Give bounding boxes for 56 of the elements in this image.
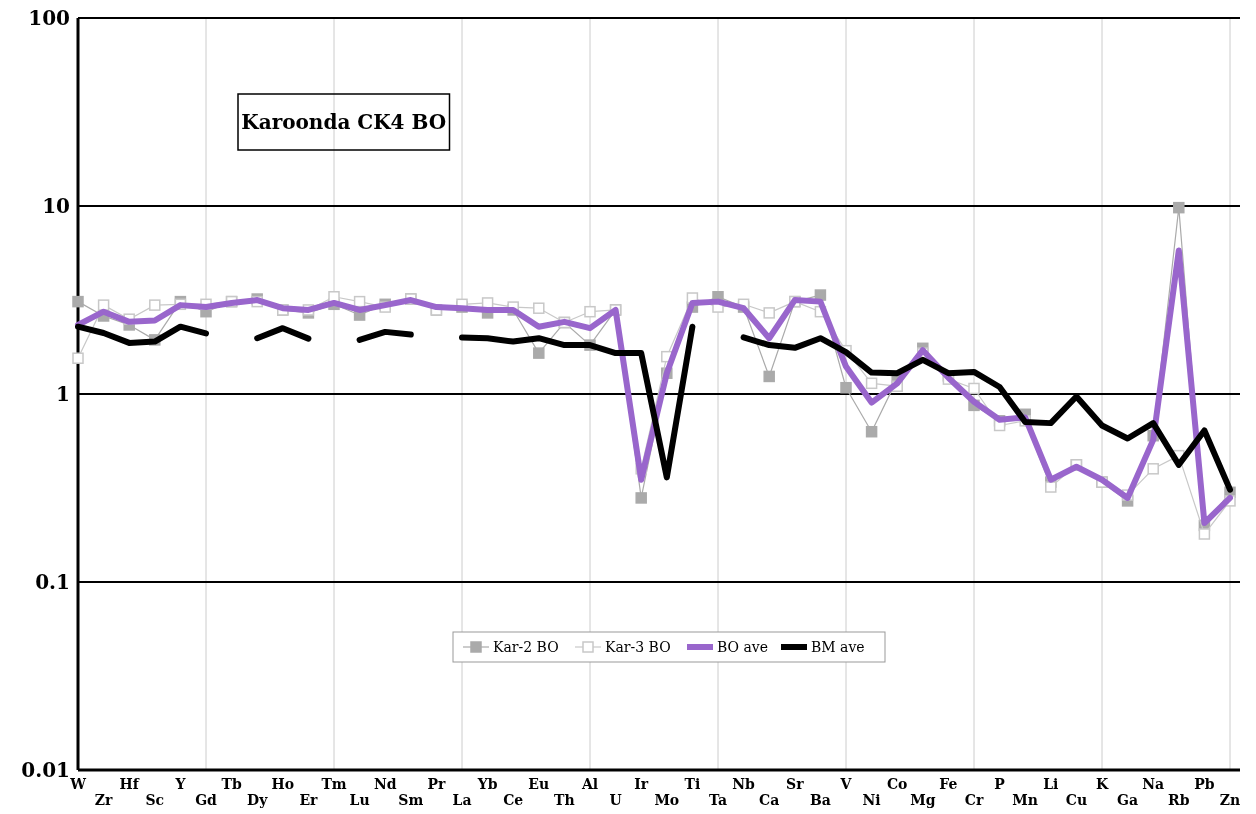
x-tick-label: Mn [1012,792,1039,808]
x-tick-label: Th [554,792,575,808]
x-tick-label: Zn [1219,792,1241,808]
x-tick-label: Sc [145,792,165,808]
x-tick-label: Cu [1065,792,1088,808]
legend-label: BO ave [717,638,769,655]
x-tick-label: V [839,776,853,792]
x-tick-label: La [452,792,472,808]
x-tick-label: Co [886,776,908,792]
text: Karoonda CK4 BO [241,110,447,134]
x-tick-label: Gd [195,792,218,808]
x-tick-label: Dy [247,792,269,808]
x-tick-label: U [609,792,622,808]
x-tick-label: Mo [654,792,680,808]
y-tick-label: 0.1 [35,570,70,594]
x-tick-label: Nd [373,776,397,792]
y-tick-label: 10 [42,194,70,218]
x-tick-label: K [1095,776,1109,792]
x-tick-label: Ho [271,776,295,792]
x-tick-label: Ta [708,792,728,808]
x-tick-label: Mg [910,792,936,808]
x-tick-label: Hf [119,776,140,792]
x-tick-label: Fe [939,776,958,792]
x-tick-label: Y [174,776,187,792]
x-tick-label: P [994,776,1006,792]
x-tick-label: Ba [809,792,831,808]
y-tick-label: 100 [28,6,70,30]
y-tick-label: 0.01 [21,758,70,782]
x-tick-label: Ti [684,776,701,792]
x-tick-label: Zr [94,792,114,808]
x-tick-label: Tm [321,776,347,792]
x-tick-label: Pr [427,776,446,792]
x-tick-label: Ga [1117,792,1139,808]
x-tick-label: Cr [964,792,984,808]
legend-label: BM ave [811,638,865,655]
x-tick-label: Sm [398,792,424,808]
x-tick-label: Ir [634,776,649,792]
x-tick-label: Yb [476,776,498,792]
x-tick-label: Al [580,776,599,792]
x-tick-label: Ca [759,792,780,808]
y-tick-label: 1 [56,382,70,406]
x-tick-label: Eu [528,776,550,792]
x-tick-label: Tb [221,776,242,792]
x-tick-label: Ce [503,792,524,808]
x-tick-label: Pb [1194,776,1215,792]
x-tick-label: Sr [786,776,805,792]
legend-label: Kar-3 BO [605,638,671,655]
x-tick-label: Rb [1168,792,1190,808]
x-tick-label: Er [299,792,319,808]
x-tick-label: Na [1142,776,1165,792]
x-tick-label: Li [1043,776,1059,792]
x-tick-label: Ni [862,792,881,808]
legend-label: Kar-2 BO [493,638,559,655]
x-tick-label: W [69,776,87,792]
x-tick-label: Nb [732,776,756,792]
x-tick-label: Lu [349,792,370,808]
